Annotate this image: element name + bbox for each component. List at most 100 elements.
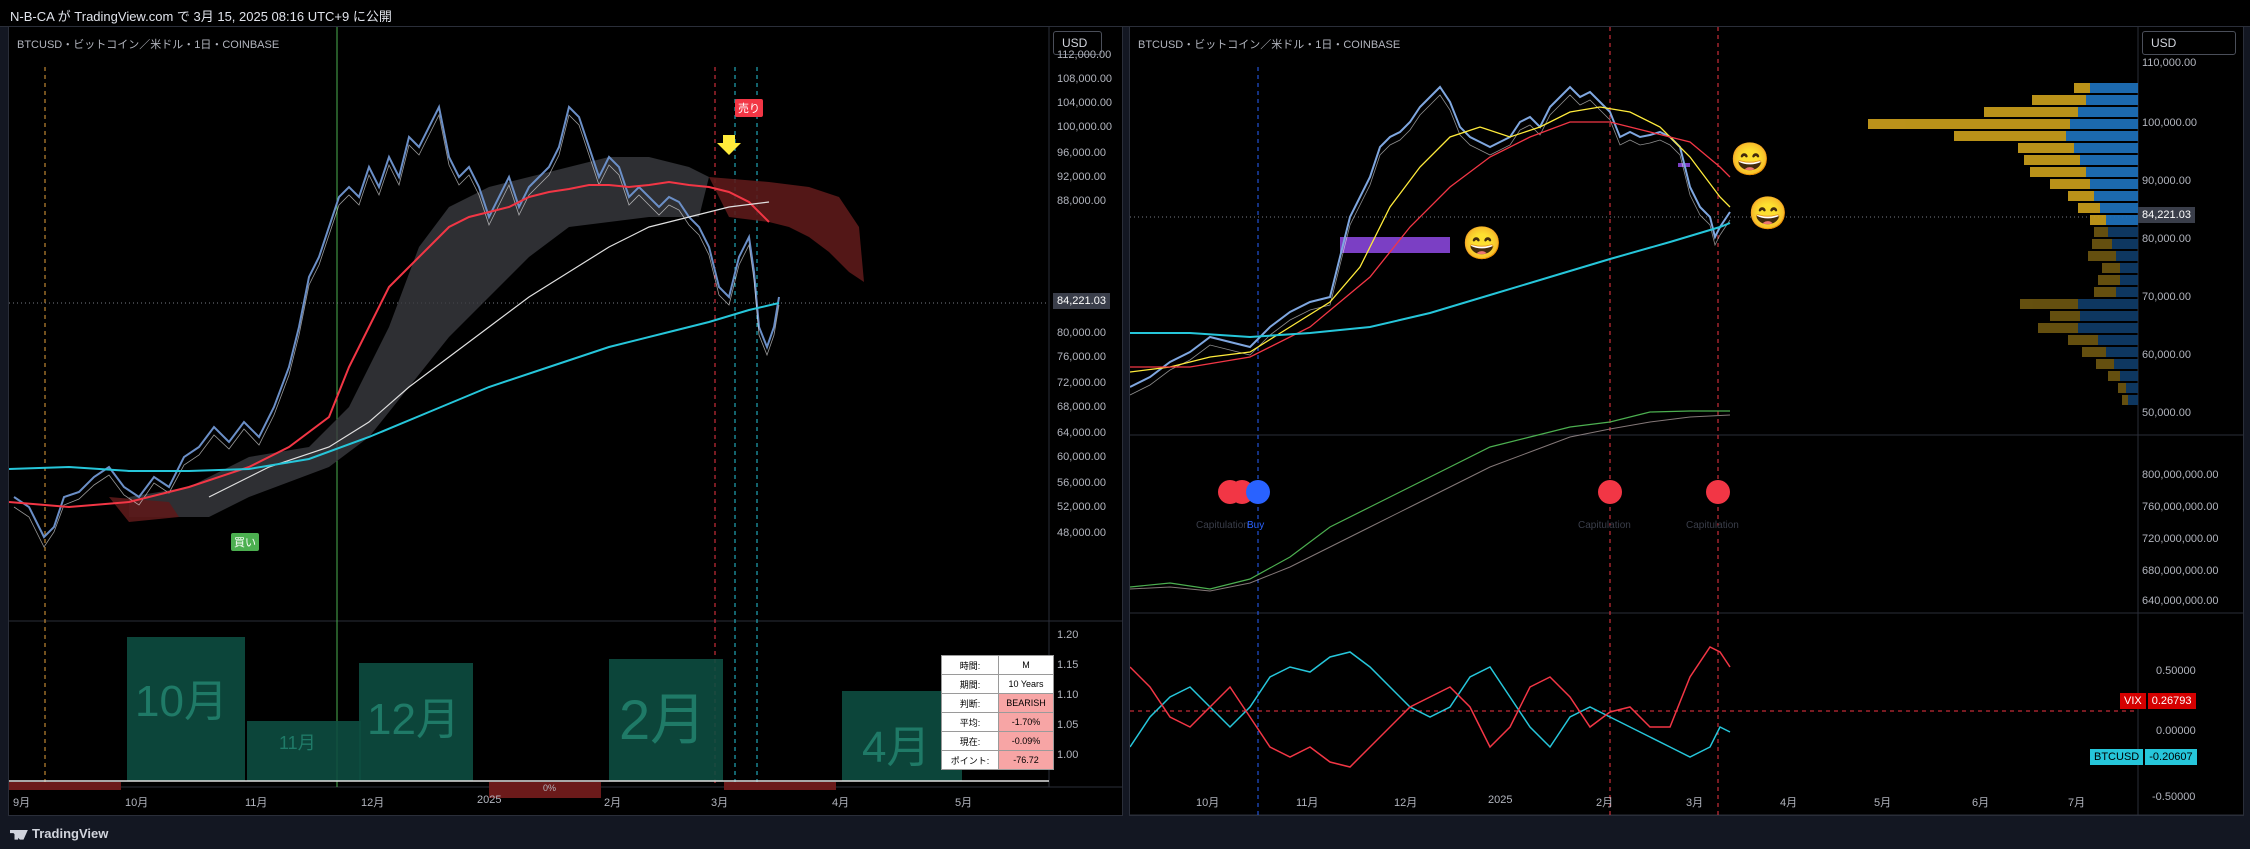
btc-correlation-line [1130, 651, 1731, 758]
time-tick: 2025 [1488, 794, 1513, 806]
right-chart-panel[interactable]: BTCUSD・ビットコイン／米ドル・1日・COINBASE USD [1129, 26, 2244, 816]
tradingview-logo-icon [10, 829, 28, 840]
current-price-tag: 84,221.03 [1053, 293, 1110, 309]
sell-label: 売り [735, 99, 763, 117]
time-tick: 4月 [832, 797, 850, 809]
time-tick: 5月 [955, 797, 973, 809]
price-tick: 100,000.00 [2142, 117, 2198, 129]
price-tick: 112,000.00 [1057, 49, 1112, 61]
price-tick: 56,000.00 [1057, 477, 1106, 489]
price-tick: 92,000.00 [1057, 171, 1106, 183]
time-tick: 3月 [1686, 797, 1704, 809]
signal-label: Capitulation [1686, 520, 1739, 531]
price-tick: 104,000.00 [1057, 97, 1113, 109]
stats-row: 判断: BEARISH [941, 693, 1054, 713]
publish-bar: N-B-CA が TradingView.com で 3月 15, 2025 0… [0, 0, 2250, 27]
ema-red-line [1130, 121, 1731, 368]
seasonality-stats-table: 時間: M 期間: 10 Years 判断: BEARISH 平均: -1.70% 現在… [941, 655, 1054, 770]
time-tick: 10月 [1196, 797, 1220, 809]
ema-red-line [9, 180, 770, 509]
time-tick: 9月 [13, 797, 31, 809]
price-tick: 110,000.00 [2142, 57, 2197, 69]
ichimoku-cloud-bearish [709, 177, 864, 282]
btc-label: BTCUSD [2090, 749, 2144, 765]
ichimoku-cloud [129, 157, 709, 517]
month-box-label: 10月 [135, 677, 228, 726]
time-tick: 2月 [1596, 797, 1614, 809]
time-tick: 4月 [1780, 797, 1798, 809]
grinning-face-icon: 😄 [1462, 225, 1502, 261]
signal-label: Buy [1247, 520, 1265, 531]
right-currency-button[interactable]: USD [2142, 31, 2236, 55]
price-tick: 60,000.00 [2142, 349, 2191, 361]
month-box-label: 4月 [862, 723, 931, 772]
price-tick: 100,000.00 [1057, 121, 1113, 133]
time-tick: 6月 [1972, 797, 1990, 809]
signal-label: Capitulation [1196, 520, 1249, 531]
price-tick: 48,000.00 [1057, 527, 1106, 539]
right-price-axis[interactable]: 110,000.00 100,000.00 90,000.00 84,221.0… [2138, 27, 2243, 432]
stats-row: 現在: -0.09% [941, 731, 1054, 751]
price-tick: 96,000.00 [1057, 147, 1106, 159]
left-lower-axis[interactable]: 1.20 1.15 1.10 1.05 1.00 [1057, 627, 1122, 787]
right-time-axis[interactable]: 10月 11月 12月 2025 2月 3月 4月 5月 6月 7月 [1130, 787, 2138, 813]
cumulative-grey-line [1130, 414, 1731, 592]
vix-label: VIX [2120, 693, 2146, 709]
price-tick: 88,000.00 [1057, 195, 1106, 207]
price-tick: 76,000.00 [1057, 351, 1106, 363]
right-mid-axis[interactable]: 800,000,000.00 760,000,000.00 720,000,00… [2142, 437, 2243, 613]
mid-tick: 800,000,000.00 [2142, 469, 2219, 481]
grinning-face-icon: 😄 [1730, 141, 1770, 177]
signal-label: Capitulation [1578, 520, 1631, 531]
cumulative-green-line [1130, 410, 1730, 590]
bar-label: 0% [543, 783, 557, 793]
ema-yellow-line [1130, 106, 1731, 373]
vix-tag: VIX 0.26793 [2120, 693, 2196, 709]
current-price-tag: 84,221.03 [2138, 207, 2195, 223]
price-tick: 80,000.00 [2142, 233, 2191, 245]
lower-tick: 1.20 [1057, 629, 1079, 641]
time-tick: 2025 [477, 794, 502, 806]
tradingview-logo-text: TradingView [32, 826, 109, 841]
price-tick: 90,000.00 [2142, 175, 2191, 187]
volume-profile [1868, 83, 2138, 405]
stats-row: 時間: M [941, 655, 1054, 675]
month-box-label: 12月 [367, 695, 460, 744]
left-chart-panel[interactable]: BTCUSD・ビットコイン／米ドル・1日・COINBASE USD [8, 26, 1123, 816]
time-tick: 7月 [2068, 797, 2086, 809]
right-chart-title: BTCUSD・ビットコイン／米ドル・1日・COINBASE [1138, 39, 1401, 51]
month-box-label: 2月 [619, 688, 707, 751]
lower-tick: 1.15 [1057, 659, 1079, 671]
time-tick: 12月 [1394, 797, 1418, 809]
vix-correlation-line [1130, 646, 1731, 768]
footer-bar: TradingView [0, 818, 2250, 849]
price-tick: 108,000.00 [1057, 73, 1113, 85]
price-tick: 72,000.00 [1057, 377, 1106, 389]
price-tick: 52,000.00 [1057, 501, 1106, 513]
buy-label: 買い [231, 533, 259, 551]
time-tick: 12月 [361, 797, 385, 809]
vix-value: 0.26793 [2147, 693, 2196, 709]
lower-tick: 1.00 [1057, 749, 1079, 761]
price-tick: 60,000.00 [1057, 451, 1106, 463]
mid-tick: 640,000,000.00 [2142, 595, 2219, 607]
left-currency-button[interactable]: USD [1053, 31, 1103, 55]
price-tick: 80,000.00 [1057, 327, 1106, 339]
grinning-face-icon: 😄 [1748, 195, 1788, 231]
right-chart-canvas[interactable] [1130, 27, 2243, 815]
mid-tick: 720,000,000.00 [2142, 533, 2219, 545]
right-low-axis[interactable]: 0.50000 VIX 0.26793 0.00000 BTCUSD -0.2060… [2090, 615, 2243, 815]
low-tick: 0.50000 [2156, 665, 2196, 677]
left-time-axis[interactable]: 9月 10月 11月 12月 2025 2月 3月 4月 5月 [9, 789, 1049, 813]
btc-tag: BTCUSD -0.20607 [2090, 749, 2197, 765]
month-box-label: 11月 [279, 733, 316, 753]
price-tick: 64,000.00 [1057, 427, 1106, 439]
stats-row: ポイント: -76.72 [941, 750, 1054, 770]
time-tick: 11月 [1296, 797, 1319, 809]
left-chart-title: BTCUSD・ビットコイン／米ドル・1日・COINBASE [17, 39, 280, 51]
time-tick: 5月 [1874, 797, 1892, 809]
left-price-axis[interactable]: 112,000.00 108,000.00 104,000.00 100,000… [1053, 27, 1122, 617]
tradingview-logo[interactable]: TradingView [10, 826, 108, 841]
sma-cyan-line [1130, 222, 1731, 339]
price-candles [13, 103, 780, 539]
